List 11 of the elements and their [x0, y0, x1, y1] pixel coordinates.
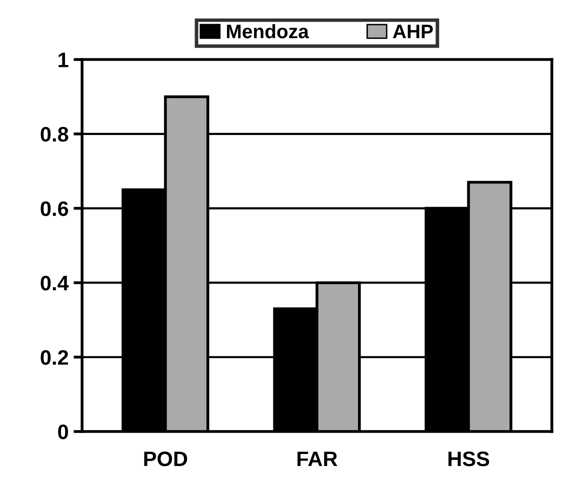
y-tick-label: 0.8	[40, 126, 68, 142]
x-tick-label: FAR	[298, 452, 338, 466]
x-tick-label: POD	[144, 452, 188, 466]
y-tick-label: 0	[58, 424, 68, 440]
y-tick-label: 0.4	[40, 276, 69, 290]
y-tick-label: 1	[58, 52, 68, 68]
legend-label: AHP	[392, 24, 433, 38]
y-tick-label: 0.6	[40, 201, 68, 216]
x-tick-label: HSS	[448, 452, 490, 466]
legend-label: Mendoza	[226, 24, 309, 38]
y-tick-label: 0.2	[40, 350, 68, 365]
